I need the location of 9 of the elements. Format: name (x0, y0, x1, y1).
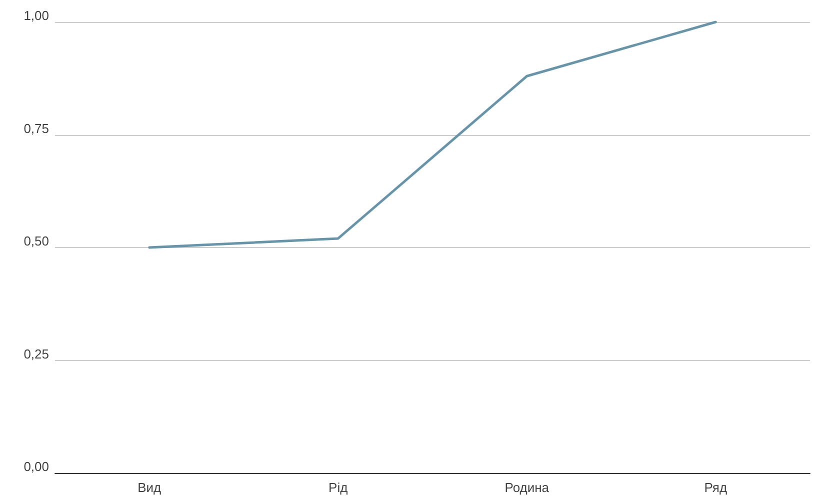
y-tick-label: 0,25 (24, 346, 49, 362)
y-tick-label: 0,75 (24, 120, 49, 136)
x-tick-label: Вид (138, 480, 162, 495)
y-tick-label: 1,00 (24, 8, 49, 23)
y-tick-label: 0,00 (24, 459, 49, 474)
x-tick-label: Ряд (704, 480, 728, 495)
x-tick-label: Родина (504, 480, 550, 495)
x-tick-label: Рід (328, 480, 348, 495)
y-tick-label: 0,50 (24, 234, 49, 248)
